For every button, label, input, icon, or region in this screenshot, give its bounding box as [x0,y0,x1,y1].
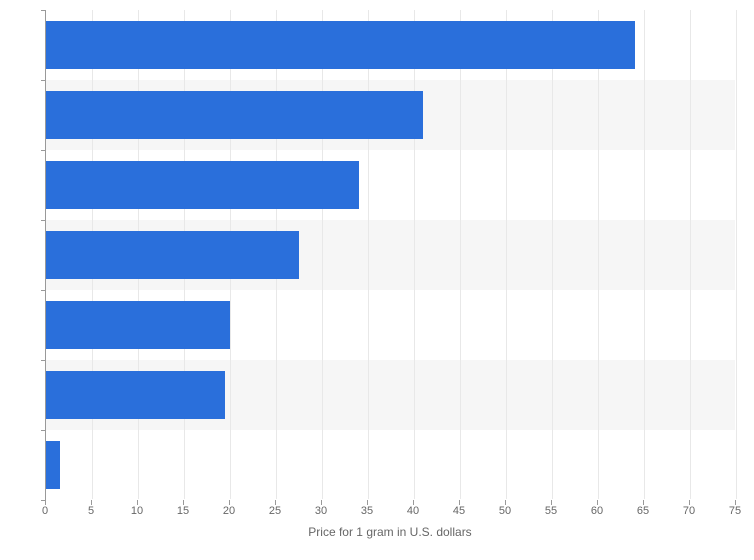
x-tick-label: 15 [177,505,189,517]
data-bar [46,91,423,139]
data-bar [46,231,299,279]
x-axis-tick [413,500,414,505]
gridline [322,10,323,499]
y-axis-tick [41,220,46,221]
data-bar [46,371,225,419]
x-tick-label: 45 [453,505,465,517]
y-axis-tick [41,10,46,11]
x-axis-tick [275,500,276,505]
gridline [506,10,507,499]
x-axis-tick [91,500,92,505]
x-tick-label: 0 [42,505,48,517]
x-tick-label: 5 [88,505,94,517]
x-tick-label: 10 [131,505,143,517]
x-tick-label: 50 [499,505,511,517]
x-tick-label: 70 [683,505,695,517]
data-bar [46,21,635,69]
data-bar [46,161,359,209]
x-axis-tick [551,500,552,505]
x-axis-tick [505,500,506,505]
y-axis-tick [41,290,46,291]
x-axis-tick [321,500,322,505]
x-tick-label: 30 [315,505,327,517]
gridline [598,10,599,499]
x-axis-tick [643,500,644,505]
x-tick-label: 25 [269,505,281,517]
plot-area [45,10,735,500]
data-bar [46,441,60,489]
x-tick-label: 40 [407,505,419,517]
gridline [414,10,415,499]
y-axis-tick [41,80,46,81]
x-axis-tick [735,500,736,505]
x-axis-label: Price for 1 gram in U.S. dollars [45,525,735,539]
data-bar [46,301,230,349]
chart-row-band [46,430,735,500]
y-axis-tick [41,150,46,151]
y-axis-tick [41,430,46,431]
chart-container: Price for 1 gram in U.S. dollars 0 5 10 15 2… [45,10,735,540]
gridline [736,10,737,499]
y-axis-tick [41,360,46,361]
x-tick-label: 35 [361,505,373,517]
x-tick-label: 55 [545,505,557,517]
x-axis-tick [459,500,460,505]
gridline [460,10,461,499]
gridline [644,10,645,499]
x-axis-tick [689,500,690,505]
x-tick-label: 75 [729,505,741,517]
x-axis-tick [137,500,138,505]
x-tick-label: 60 [591,505,603,517]
gridline [552,10,553,499]
x-axis-tick [367,500,368,505]
gridline [368,10,369,499]
x-axis-tick [183,500,184,505]
x-tick-label: 20 [223,505,235,517]
gridline [690,10,691,499]
x-axis-tick [45,500,46,505]
x-tick-label: 65 [637,505,649,517]
x-axis-tick [229,500,230,505]
x-axis-tick [597,500,598,505]
